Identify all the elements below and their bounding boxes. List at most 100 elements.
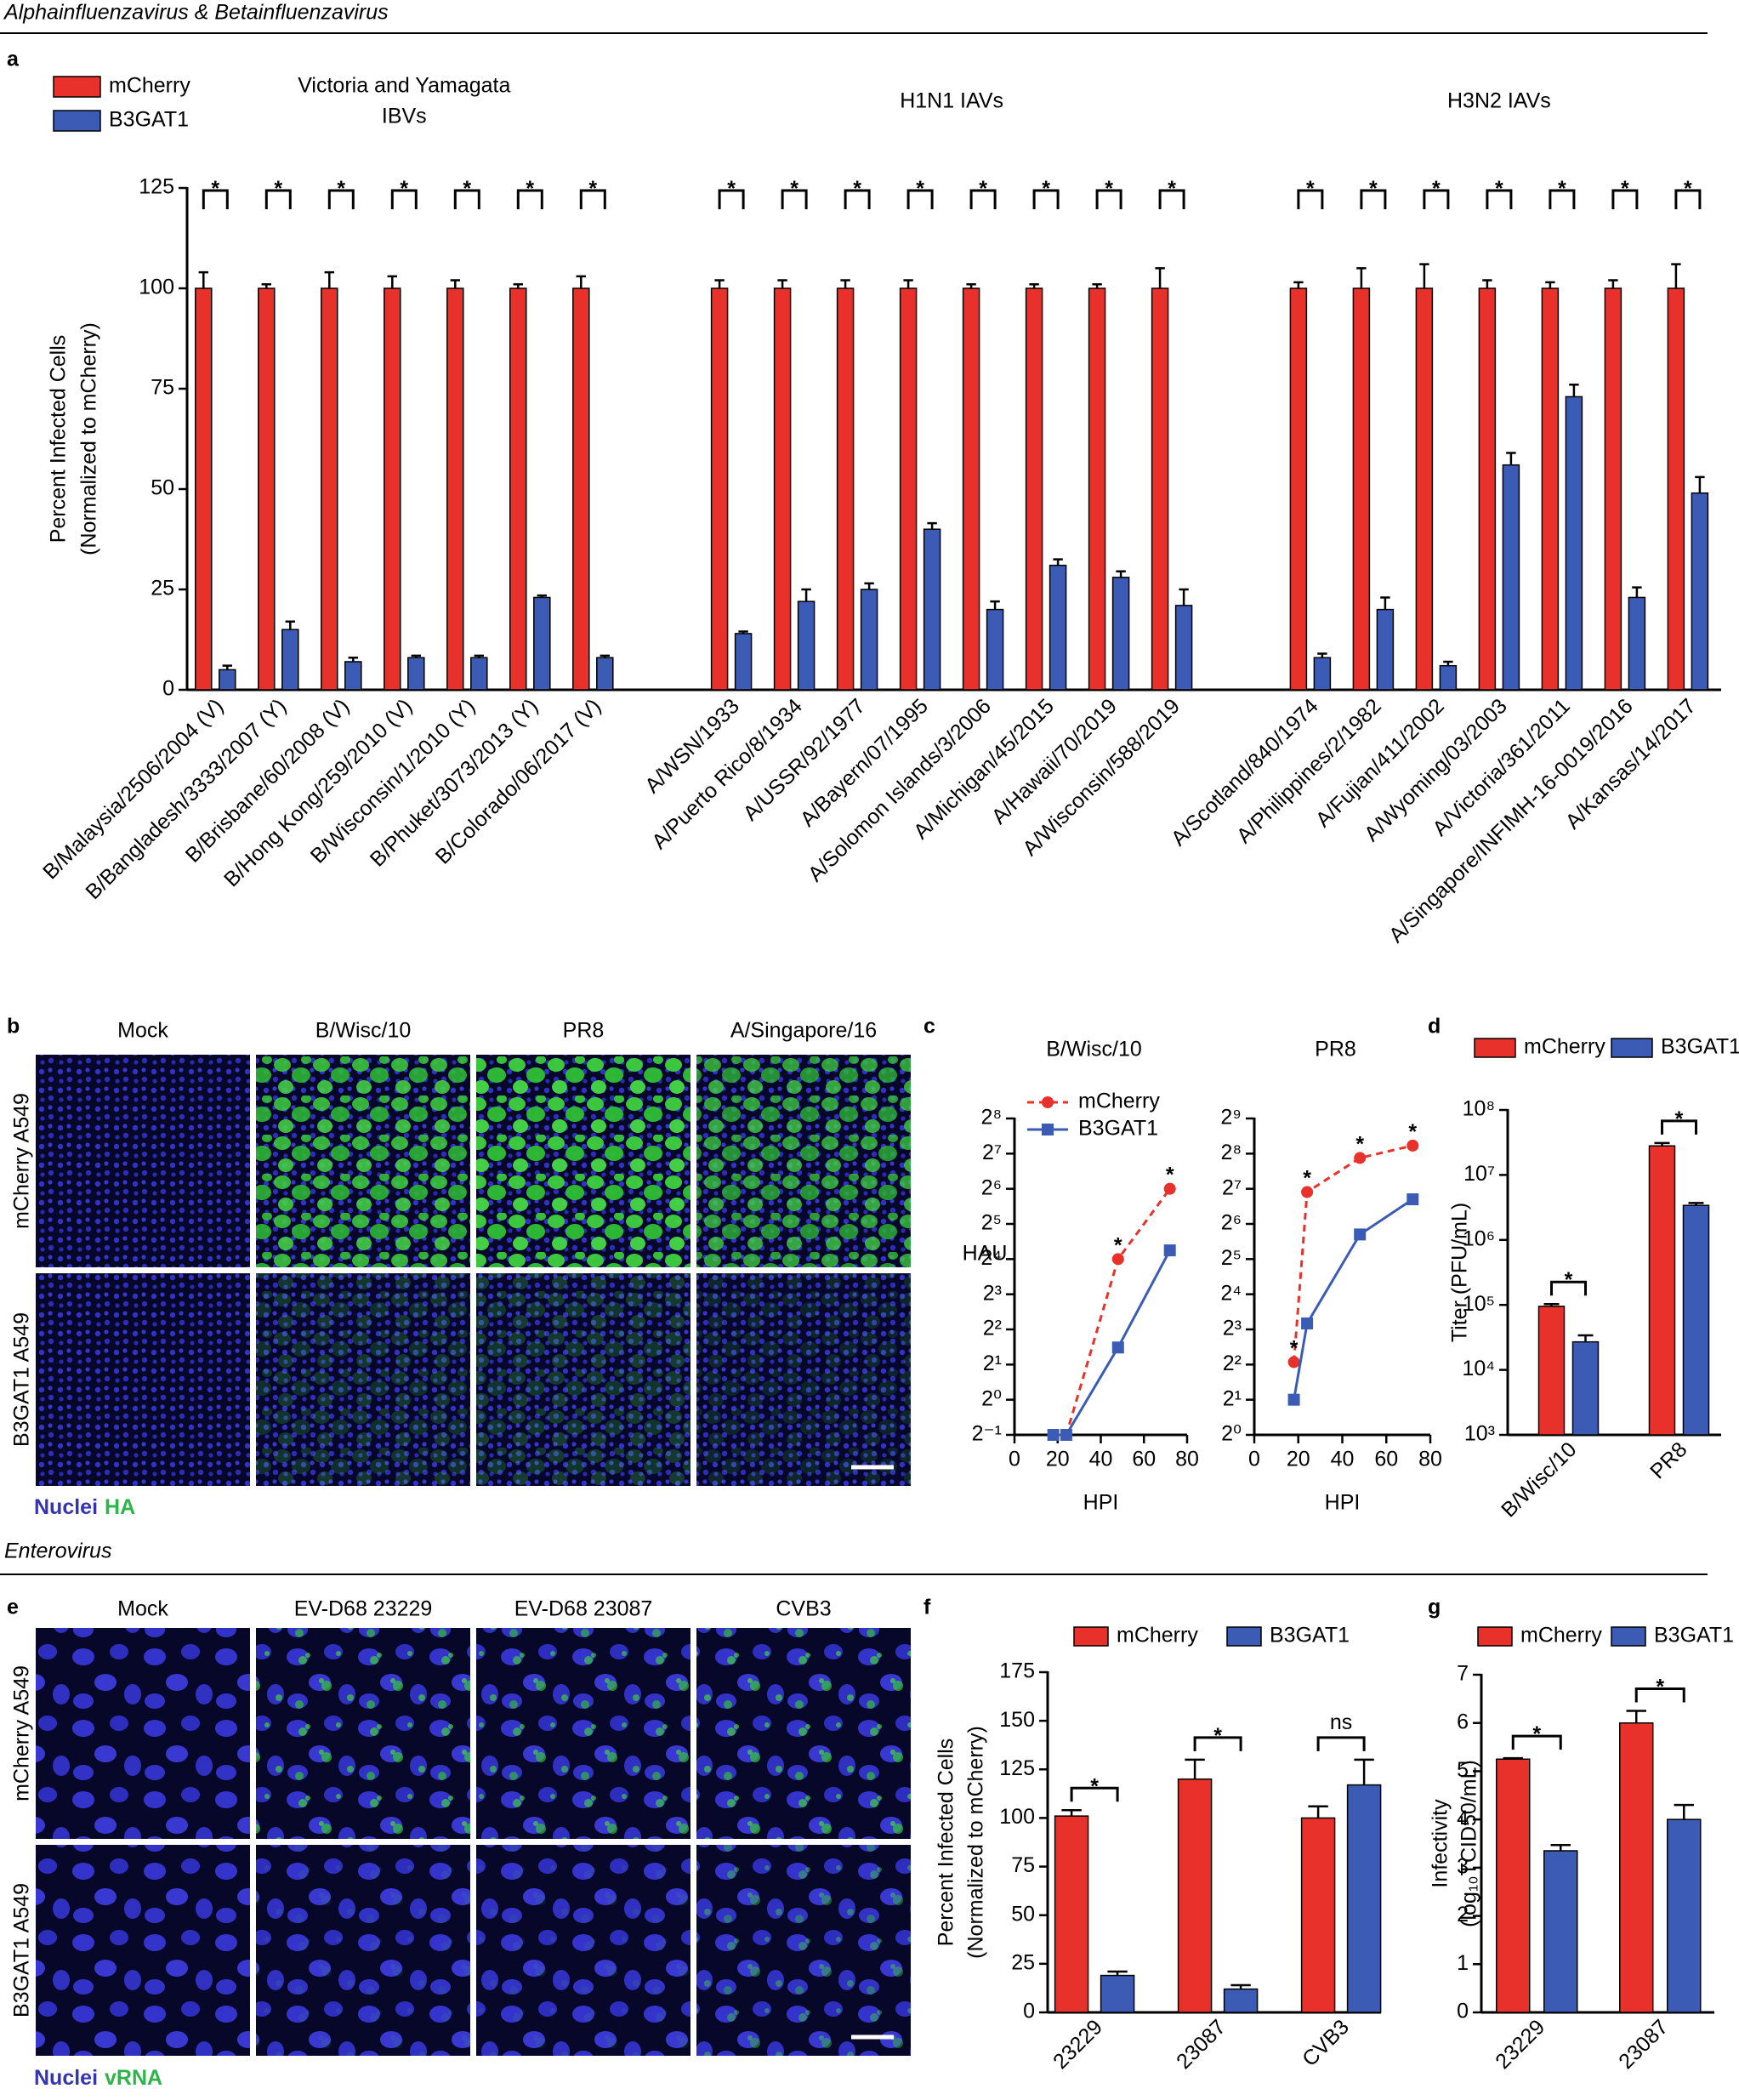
error-bar bbox=[714, 279, 725, 288]
legend-swatch bbox=[1073, 1626, 1109, 1647]
error-bar bbox=[1061, 1809, 1082, 1817]
y-tick-label: 10⁶ bbox=[1463, 1226, 1495, 1250]
error-bar bbox=[1308, 1805, 1328, 1818]
error-bar bbox=[324, 270, 334, 288]
significance-label: * bbox=[979, 177, 987, 201]
bar bbox=[1628, 596, 1646, 691]
y-tick-label: 2⁻¹ bbox=[972, 1422, 1002, 1446]
y-tick-label: 2⁰ bbox=[981, 1386, 1002, 1410]
error-bar bbox=[1419, 263, 1429, 288]
bar bbox=[1496, 1758, 1531, 2013]
significance-bracket bbox=[1070, 1786, 1119, 1802]
legend-swatch bbox=[53, 110, 101, 132]
y-tick-label: 2⁶ bbox=[1221, 1211, 1242, 1235]
significance-bracket bbox=[1316, 1736, 1366, 1751]
error-bar bbox=[1053, 558, 1063, 566]
significance-label: * bbox=[1565, 1268, 1573, 1292]
significance-bracket bbox=[906, 189, 934, 209]
error-bar bbox=[1107, 1970, 1128, 1976]
significance-bracket bbox=[1423, 189, 1450, 209]
bar bbox=[219, 669, 236, 691]
significance-bracket bbox=[1511, 1734, 1562, 1750]
bar bbox=[572, 287, 590, 691]
marker bbox=[1407, 1139, 1419, 1152]
bar bbox=[1151, 287, 1169, 691]
row-label: B3GAT1 A549 bbox=[10, 1883, 34, 2017]
significance-bracket bbox=[1158, 189, 1185, 209]
y-tick-label: 50 bbox=[151, 476, 174, 500]
bar bbox=[1054, 1815, 1089, 2013]
significance-bracket bbox=[969, 189, 997, 209]
stain-label: vRNA bbox=[105, 2066, 162, 2090]
bar bbox=[1223, 1988, 1259, 2013]
error-bar bbox=[387, 275, 397, 288]
significance-label: * bbox=[400, 177, 408, 201]
marker bbox=[1042, 1124, 1054, 1135]
bar bbox=[710, 287, 729, 691]
error-bar bbox=[1608, 279, 1618, 288]
y-tick-label: 2² bbox=[983, 1317, 1002, 1340]
significance-bracket bbox=[718, 189, 745, 209]
x-tick-label: 23087 bbox=[1614, 2015, 1673, 2074]
significance-label: * bbox=[1621, 177, 1629, 201]
significance-label: * bbox=[337, 177, 345, 201]
significance-label: * bbox=[1166, 1164, 1174, 1187]
significance-bracket bbox=[1611, 189, 1639, 209]
y-tick-label: 0 bbox=[1457, 2000, 1469, 2023]
bar bbox=[1313, 657, 1332, 691]
marker bbox=[1354, 1152, 1367, 1164]
micrograph-stain bbox=[476, 1055, 690, 1267]
x-tick-label: B/Wisc/10 bbox=[1497, 1437, 1581, 1522]
y-tick-label: 2⁵ bbox=[1221, 1246, 1242, 1270]
error-bar bbox=[1569, 384, 1579, 397]
y-tick-label: 2⁵ bbox=[981, 1211, 1002, 1235]
marker bbox=[1163, 1244, 1176, 1257]
y-tick-label: 2² bbox=[1223, 1352, 1242, 1375]
error-bar bbox=[903, 279, 913, 288]
y-axis-label: Infectivity bbox=[1429, 1799, 1452, 1888]
legend-label: mCherry bbox=[1117, 1624, 1198, 1648]
significance-label: * bbox=[526, 177, 534, 201]
error-bar bbox=[1506, 452, 1516, 465]
error-bar bbox=[1354, 1758, 1374, 1785]
bar bbox=[1049, 564, 1067, 691]
bar bbox=[734, 633, 753, 691]
bar bbox=[1682, 1204, 1710, 1436]
legend-label: B3GAT1 bbox=[1270, 1624, 1350, 1648]
section-title: Alphainfluenzavirus & Betainfluenzavirus bbox=[3, 1, 389, 25]
error-bar bbox=[450, 279, 460, 288]
significance-label: * bbox=[1355, 1132, 1364, 1156]
y-tick-label: 7 bbox=[1457, 1662, 1469, 1686]
significance-label: * bbox=[211, 177, 219, 201]
legend-label: mCherry bbox=[1078, 1090, 1160, 1113]
bar bbox=[1565, 396, 1583, 691]
micrograph-stain bbox=[256, 1273, 470, 1486]
error-bar bbox=[411, 654, 421, 658]
error-bar bbox=[777, 279, 787, 288]
y-axis-label: Percent Infected Cells bbox=[47, 335, 71, 543]
marker bbox=[1111, 1253, 1124, 1266]
significance-bracket bbox=[327, 189, 355, 209]
significance-bracket bbox=[264, 189, 292, 209]
x-tick-label: 23087 bbox=[1172, 2015, 1230, 2074]
error-bar bbox=[1230, 1983, 1251, 1989]
legend-swatch bbox=[1611, 1626, 1646, 1647]
y-tick-label: 10³ bbox=[1464, 1422, 1495, 1446]
significance-label: * bbox=[274, 177, 282, 201]
x-tick-label: CVB3 bbox=[1298, 2015, 1354, 2071]
y-axis-label: Percent Infected Cells bbox=[935, 1739, 958, 1947]
x-axis-label: HPI bbox=[1325, 1491, 1361, 1515]
y-tick-label: 2⁷ bbox=[1222, 1175, 1242, 1199]
x-tick-label: 40 bbox=[1089, 1448, 1113, 1471]
bar bbox=[407, 657, 425, 691]
chart-title: B/Wisc/10 bbox=[1046, 1038, 1142, 1061]
column-label: Mock bbox=[117, 1597, 168, 1621]
micrograph-stain bbox=[476, 1845, 690, 2056]
group-label: H3N2 IAVs bbox=[1447, 89, 1551, 113]
significance-label: * bbox=[1105, 177, 1113, 201]
significance-label: * bbox=[1168, 177, 1176, 201]
marker bbox=[1301, 1186, 1314, 1198]
panel-letter: e bbox=[7, 1596, 19, 1619]
y-tick-label: 75 bbox=[1011, 1853, 1035, 1877]
error-bar bbox=[1654, 1141, 1670, 1147]
